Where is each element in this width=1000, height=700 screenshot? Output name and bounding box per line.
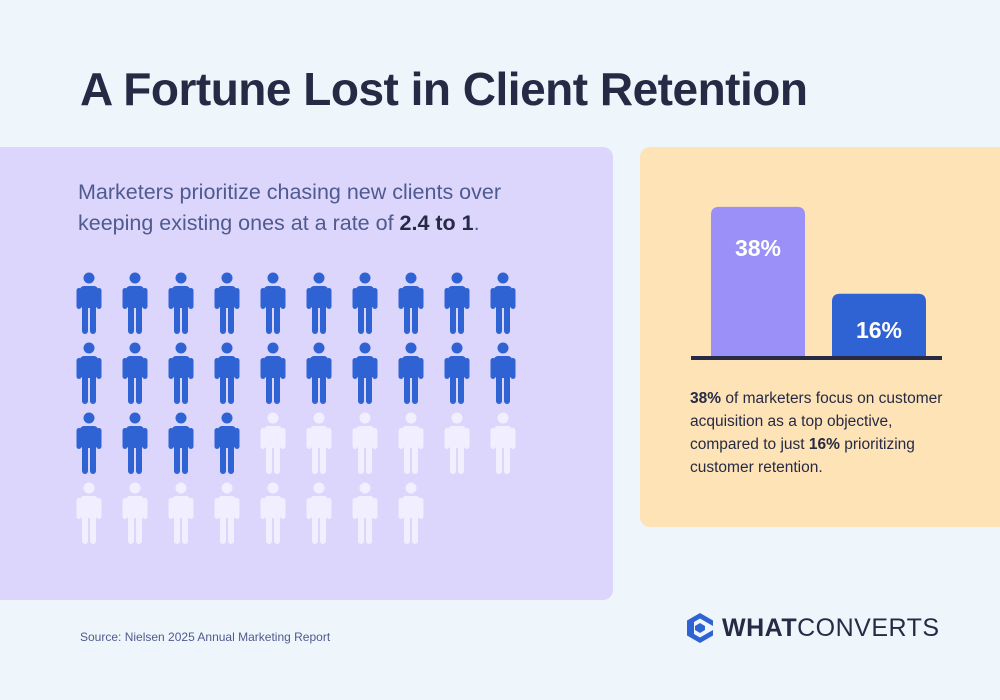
person-icon-filled [444, 342, 470, 404]
person-icon-empty [398, 412, 424, 474]
person-icon-empty [260, 412, 286, 474]
person-icon-empty [398, 482, 424, 544]
person-icon-empty [306, 412, 332, 474]
source-note: Source: Nielsen 2025 Annual Marketing Re… [80, 630, 331, 644]
person-icon-filled [398, 272, 424, 334]
caption-bold-1: 38% [690, 390, 722, 407]
person-icon-filled [214, 342, 240, 404]
person-icon-filled [168, 412, 194, 474]
person-icon-filled [122, 342, 148, 404]
person-icon-filled [490, 272, 516, 334]
caption-bold-2: 16% [808, 436, 840, 453]
bar-label-2: 16% [856, 317, 902, 343]
person-icon-filled [168, 342, 194, 404]
person-icon-empty [122, 482, 148, 544]
person-icon-empty [168, 482, 194, 544]
logo-text-light: CONVERTS [797, 613, 940, 642]
person-icon-filled [352, 342, 378, 404]
person-pictogram [76, 272, 516, 544]
person-icon-empty [260, 482, 286, 544]
person-icon-filled [260, 342, 286, 404]
page-title: A Fortune Lost in Client Retention [80, 63, 808, 115]
person-icon-filled [76, 412, 102, 474]
person-icon-filled [122, 272, 148, 334]
bar-1 [711, 206, 805, 357]
person-icon-filled [306, 342, 332, 404]
bar-chart: 38% 16% [691, 206, 942, 360]
person-icon-filled [76, 342, 102, 404]
whatconverts-logo: WHATCONVERTS [686, 612, 940, 644]
person-icon-filled [214, 412, 240, 474]
logo-hexagon-icon [687, 613, 713, 643]
person-icon-filled [260, 272, 286, 334]
person-icon-empty [76, 482, 102, 544]
bar-2 [832, 293, 926, 357]
person-icon-filled [122, 412, 148, 474]
x-axis-line [691, 356, 942, 360]
person-icon-empty [490, 412, 516, 474]
chart-caption: 38% of marketers focus on customer acqui… [690, 387, 950, 479]
lead-text: Marketers prioritize chasing new clients… [78, 177, 578, 239]
bar-label-1: 38% [735, 235, 781, 261]
person-icon-filled [490, 342, 516, 404]
pictogram-panel: Marketers prioritize chasing new clients… [0, 147, 613, 600]
person-icon-empty [214, 482, 240, 544]
caption-text-1: of marketers focus on customer acquisiti… [690, 390, 943, 453]
person-icon-empty [352, 482, 378, 544]
person-icon-empty [444, 412, 470, 474]
person-icon-empty [352, 412, 378, 474]
person-icon-empty [306, 482, 332, 544]
person-icon-filled [76, 272, 102, 334]
chart-panel: 38% 16% 38% of marketers focus on custome… [640, 147, 1000, 527]
person-icon-filled [214, 272, 240, 334]
lead-end: . [473, 211, 480, 235]
person-icon-filled [306, 272, 332, 334]
caption-text-2: prioritizing customer retention. [690, 436, 915, 476]
lead-ratio: 2.4 to 1 [399, 211, 474, 235]
person-icon-filled [398, 342, 424, 404]
person-icon-filled [352, 272, 378, 334]
lead-text-body: Marketers prioritize chasing new clients… [78, 180, 501, 235]
person-icon-filled [444, 272, 470, 334]
logo-text-bold: WHAT [722, 613, 798, 642]
person-icon-filled [168, 272, 194, 334]
